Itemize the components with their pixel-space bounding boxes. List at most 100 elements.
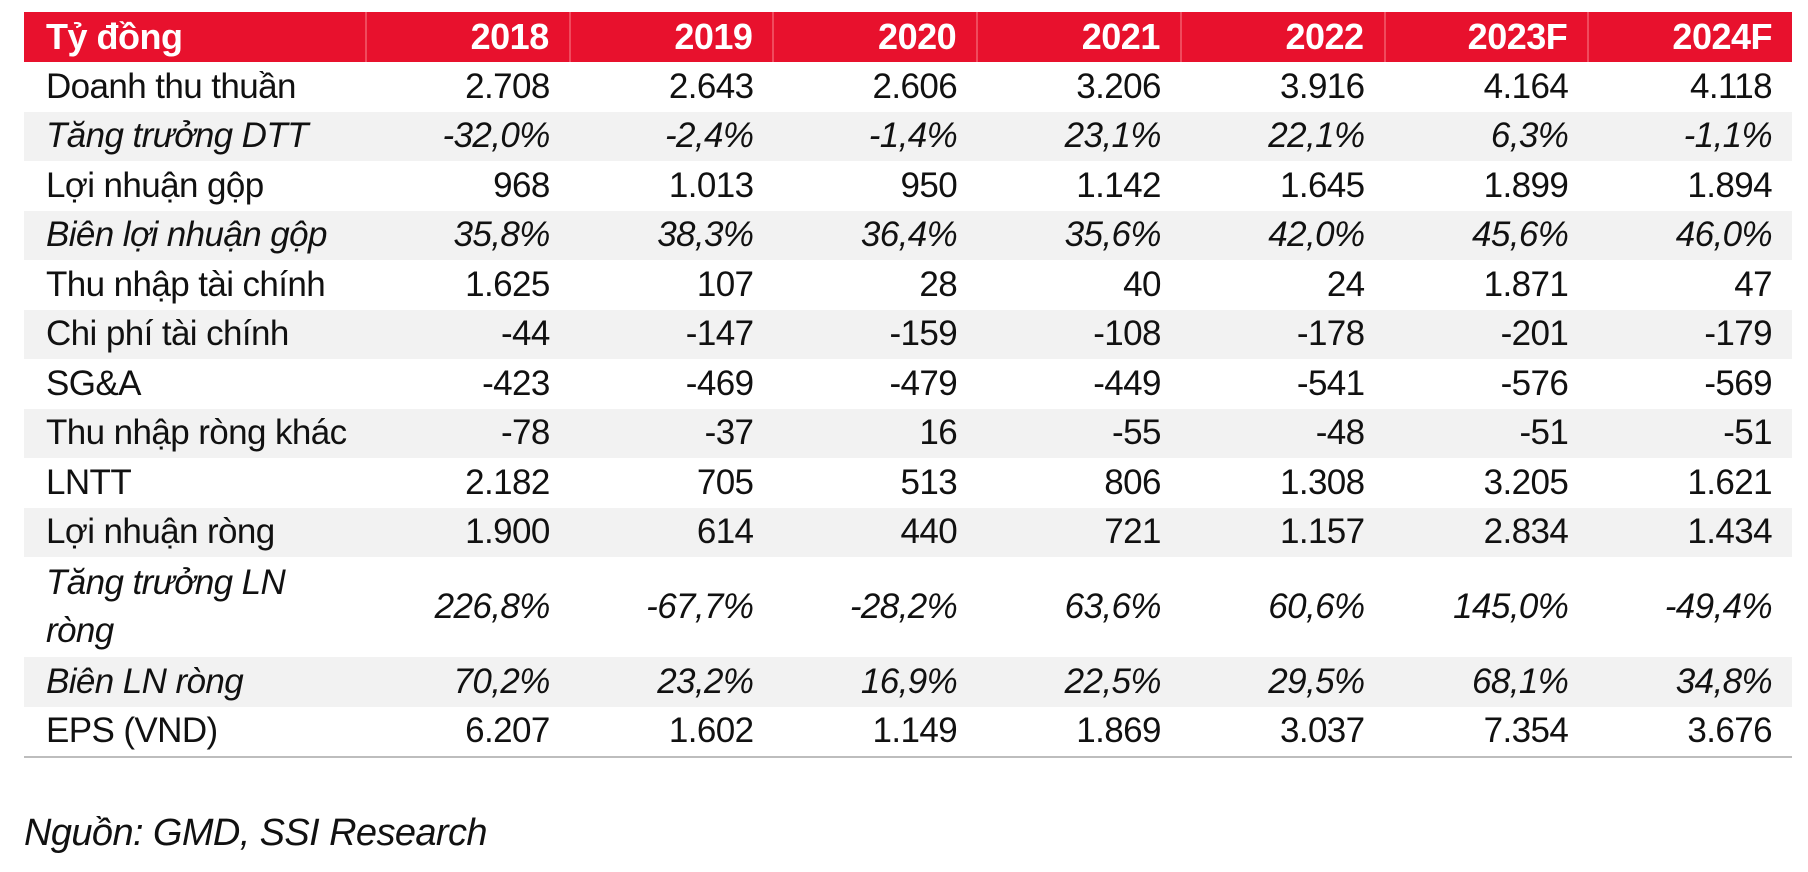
row-label: EPS (VND) [24, 706, 367, 758]
row-value: 1.434 [1588, 507, 1792, 557]
row-value: 1.157 [1180, 507, 1385, 557]
row-value: 34,8% [1588, 657, 1792, 707]
row-value: 1.621 [1687, 462, 1772, 502]
row-value: -2,4% [569, 111, 774, 161]
row-value: -159 [773, 309, 978, 359]
row-value: 4.164 [1483, 66, 1569, 106]
row-value: 29,5% [1180, 657, 1385, 707]
row-value: -576 [1500, 363, 1569, 403]
row-value: 2.643 [668, 66, 754, 106]
row-value: -37 [569, 408, 774, 458]
row-value: 1.900 [366, 507, 570, 557]
row-value: 4.118 [1690, 66, 1773, 106]
table-row: Lợi nhuận gộp 968 1.013 950 1.142 1.645 1.899 1… [24, 161, 1792, 211]
row-value: 1.625 [465, 264, 550, 304]
row-value: 22,1% [1180, 111, 1385, 161]
row-label: Tăng trưởng LN ròng [46, 563, 286, 650]
row-value: 3.206 [1076, 66, 1161, 106]
row-value: 513 [900, 462, 958, 502]
row-value: -32,0% [366, 111, 570, 161]
row-value: -469 [685, 363, 754, 403]
row-value: -28,2% [849, 587, 958, 626]
row-value: 23,2% [569, 657, 774, 707]
row-value: -55 [977, 408, 1181, 458]
row-value: -51 [1588, 408, 1792, 458]
row-value: -48 [1180, 408, 1385, 458]
row-label: Tăng trưởng DTT [24, 111, 367, 161]
row-value: 1.013 [668, 165, 754, 205]
row-label: Lợi nhuận gộp [46, 165, 264, 205]
row-value: 1.869 [977, 706, 1181, 758]
table-row: LNTT 2.182 705 513 806 1.308 3.205 1.621 [24, 458, 1792, 508]
row-value: 70,2% [366, 657, 570, 707]
row-value: -1,4% [773, 111, 978, 161]
table-row: EPS (VND) 6.207 1.602 1.149 1.869 3.037 7.354 3… [24, 706, 1792, 758]
table-row: Thu nhập tài chính 1.625 107 28 40 24 1.871 47 [24, 260, 1792, 310]
row-value: -44 [366, 309, 570, 359]
row-value: 22,5% [977, 657, 1181, 707]
row-value: 40 [1123, 264, 1161, 304]
row-label: Doanh thu thuần [46, 66, 296, 106]
header-year-2021: 2021 [977, 12, 1182, 62]
header-year-2018: 2018 [366, 12, 571, 62]
table-row: Chi phí tài chính -44 -147 -159 -108 -178 -201… [24, 309, 1792, 359]
row-label: Lợi nhuận ròng [24, 507, 367, 557]
row-value: 3.037 [1180, 706, 1385, 758]
row-value: -179 [1588, 309, 1792, 359]
row-value: 2.606 [872, 66, 958, 106]
row-value: 614 [569, 507, 774, 557]
row-value: 35,8% [366, 210, 570, 260]
table-row: SG&A -423 -469 -479 -449 -541 -576 -569 [24, 359, 1792, 409]
row-value: -569 [1704, 363, 1772, 403]
row-value: 24 [1326, 264, 1365, 304]
row-value: -51 [1384, 408, 1589, 458]
row-value: 28 [919, 264, 958, 304]
row-value: -78 [366, 408, 570, 458]
table-row: Biên LN ròng 70,2% 23,2% 16,9% 22,5% 29,5% 68,… [24, 657, 1792, 707]
row-value: 107 [696, 264, 754, 304]
row-value: 23,1% [977, 111, 1181, 161]
row-value: 1.871 [1483, 264, 1569, 304]
row-value: -67,7% [646, 587, 754, 626]
row-value: -49,4% [1664, 587, 1773, 626]
table-row: Lợi nhuận ròng 1.900 614 440 721 1.157 2.834 1.… [24, 507, 1792, 557]
row-value: 968 [493, 165, 550, 205]
row-value: 45,6% [1384, 210, 1589, 260]
row-value: 1.149 [773, 706, 978, 758]
header-row: Tỷ đồng 2018 2019 2020 2021 2022 2023F 2… [24, 12, 1792, 62]
row-value: 145,0% [1453, 587, 1569, 626]
table-body: Doanh thu thuần 2.708 2.643 2.606 3.206 3.916… [24, 62, 1792, 758]
table-row: Doanh thu thuần 2.708 2.643 2.606 3.206 3.916… [24, 62, 1792, 112]
row-value: 63,6% [1064, 587, 1162, 626]
row-value: 6,3% [1384, 111, 1589, 161]
row-value: 2.834 [1384, 507, 1589, 557]
row-value: 226,8% [434, 587, 551, 626]
row-label: Chi phí tài chính [24, 309, 367, 359]
financial-table: Tỷ đồng 2018 2019 2020 2021 2022 2023F 2… [24, 12, 1792, 758]
header-year-2019: 2019 [569, 12, 775, 62]
row-value: 3.916 [1279, 66, 1365, 106]
row-value: 16 [773, 408, 978, 458]
row-value: 1.899 [1483, 165, 1569, 205]
row-value: 36,4% [773, 210, 978, 260]
row-value: 3.676 [1588, 706, 1792, 758]
header-year-2022: 2022 [1180, 12, 1386, 62]
row-value: 35,6% [977, 210, 1181, 260]
row-value: 2.182 [465, 462, 550, 502]
row-label: Biên LN ròng [24, 657, 367, 707]
table-row: Biên lợi nhuận gộp 35,8% 38,3% 36,4% 35,6% 42… [24, 210, 1792, 260]
row-value: 1.602 [569, 706, 774, 758]
table-row: Thu nhập ròng khác -78 -37 16 -55 -48 -51 -51 [24, 408, 1792, 458]
row-value: 721 [977, 507, 1181, 557]
header-year-2024f: 2024F [1588, 12, 1792, 62]
row-value: 6.207 [366, 706, 570, 758]
row-value: -108 [977, 309, 1181, 359]
row-value: 60,6% [1268, 587, 1365, 626]
header-year-2020: 2020 [773, 12, 979, 62]
table-row: Tăng trưởng DTT -32,0% -2,4% -1,4% 23,1% 22,1… [24, 111, 1792, 161]
table-header: Tỷ đồng 2018 2019 2020 2021 2022 2023F 2… [24, 12, 1792, 62]
row-value: -479 [889, 363, 958, 403]
row-label: SG&A [46, 363, 141, 403]
header-unit-label: Tỷ đồng [24, 12, 368, 62]
row-value: 47 [1734, 264, 1772, 304]
